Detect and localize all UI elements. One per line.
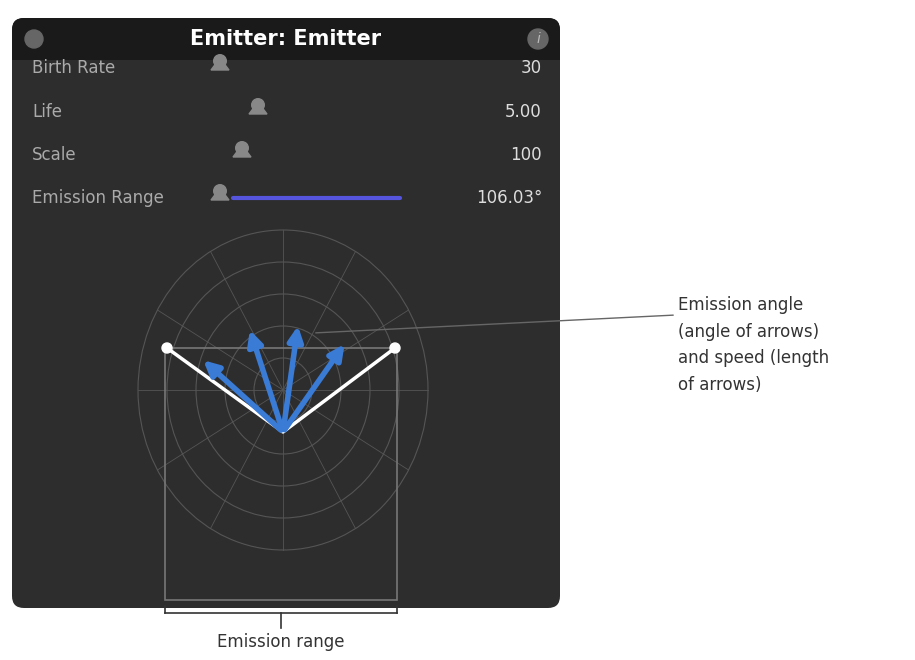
Polygon shape [211, 58, 229, 70]
Circle shape [214, 55, 226, 67]
Polygon shape [233, 145, 251, 157]
Text: Birth Rate: Birth Rate [32, 59, 115, 77]
Text: Emission angle
(angle of arrows)
and speed (length
of arrows): Emission angle (angle of arrows) and spe… [678, 296, 829, 393]
Text: Scale: Scale [32, 146, 77, 164]
Text: Emission range: Emission range [217, 633, 345, 651]
Circle shape [236, 142, 248, 154]
Circle shape [390, 343, 400, 353]
Circle shape [162, 343, 172, 353]
Polygon shape [211, 188, 229, 200]
Bar [165, 348, 397, 600]
Text: 100: 100 [511, 146, 542, 164]
Text: 30: 30 [521, 59, 542, 77]
Circle shape [252, 99, 264, 112]
FancyBboxPatch shape [12, 18, 560, 608]
Text: i: i [536, 32, 540, 46]
Text: 5.00: 5.00 [505, 103, 542, 121]
Circle shape [214, 185, 226, 197]
Circle shape [528, 29, 548, 49]
Polygon shape [249, 102, 267, 114]
Circle shape [25, 30, 43, 48]
Text: Life: Life [32, 103, 62, 121]
Text: Emission Range: Emission Range [32, 189, 164, 207]
Bar [12, 39, 560, 60]
Text: 106.03°: 106.03° [476, 189, 542, 207]
Text: Emitter: Emitter: Emitter: Emitter [190, 29, 382, 49]
FancyBboxPatch shape [12, 18, 560, 60]
